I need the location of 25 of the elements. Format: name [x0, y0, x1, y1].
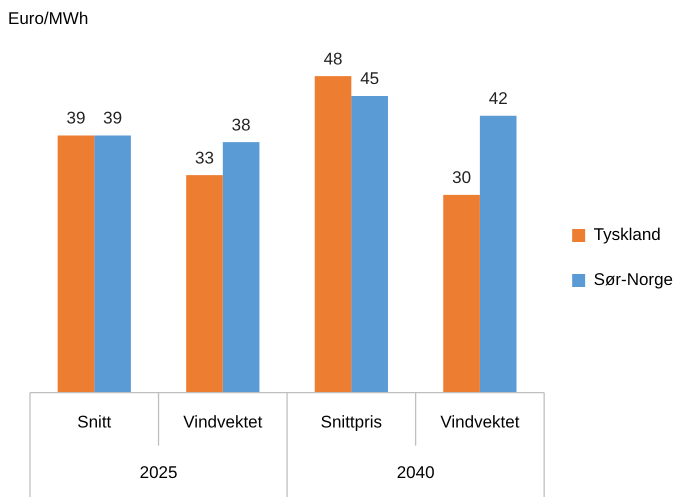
- bar: [351, 96, 388, 393]
- bar: [222, 142, 260, 393]
- data-label: 39: [66, 108, 86, 128]
- data-label: 39: [103, 108, 122, 128]
- data-label: 45: [360, 69, 380, 88]
- text: 2025: [140, 462, 178, 482]
- bar: [94, 136, 131, 393]
- text: 2040: [396, 462, 435, 482]
- data-label: 42: [488, 88, 508, 108]
- bar: [314, 76, 352, 393]
- legend-label: Sør-Norge: [594, 270, 674, 290]
- y-axis-title: Euro/MWh: [8, 9, 88, 28]
- bar: [480, 116, 517, 393]
- x-tick-label: Snittpris: [320, 412, 382, 432]
- data-label: 30: [452, 168, 472, 188]
- x-tick-label: Vindvektet: [440, 412, 520, 432]
- x-tick-label: Snitt: [77, 412, 112, 432]
- data-label: 48: [324, 49, 342, 68]
- data-label: 33: [195, 148, 214, 168]
- bar: [443, 194, 480, 393]
- x-tick-label: Vindvektet: [183, 412, 263, 432]
- bar: [186, 175, 223, 393]
- data-label: 38: [232, 115, 251, 134]
- legend-label: Tyskland: [594, 225, 661, 244]
- bar: [58, 136, 94, 393]
